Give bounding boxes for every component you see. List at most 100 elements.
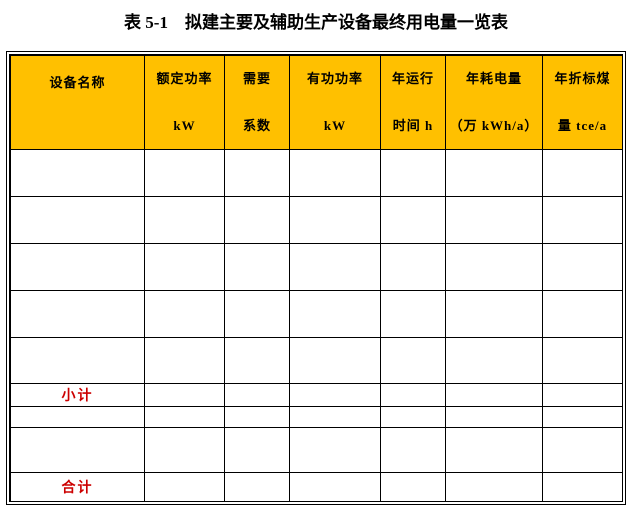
table-cell — [542, 243, 623, 291]
header-row: 设备名称 额定功率 kW 需要系数 有功功率 kW 年运行 时间 h 年耗电量 （万 kWh/a）… — [10, 55, 623, 150]
table-cell — [289, 406, 381, 428]
header-label-rated-power: 额定功率 kW — [146, 57, 224, 149]
table-cell — [224, 243, 290, 291]
table-cell — [445, 383, 543, 407]
table-cell — [144, 243, 225, 291]
table-cell — [445, 406, 543, 428]
table-cell — [144, 472, 225, 502]
header-label-line: 有功功率 — [306, 71, 363, 87]
table-cell — [380, 196, 446, 244]
table-cell — [380, 149, 446, 197]
table-cell — [144, 427, 225, 473]
header-label-line: 年耗电量 — [465, 71, 522, 87]
table-cell — [224, 406, 290, 428]
table-row — [10, 290, 623, 338]
table-cell — [542, 290, 623, 338]
header-label-annual-consumption: 年耗电量 （万 kWh/a） — [447, 57, 542, 149]
table-cell — [380, 406, 446, 428]
table-cell — [542, 196, 623, 244]
header-cell-annual-consumption: 年耗电量 （万 kWh/a） — [445, 55, 543, 150]
table-cell — [144, 196, 225, 244]
header-label-line: kW — [323, 117, 347, 133]
table-cell — [224, 290, 290, 338]
table-row — [10, 149, 623, 197]
device-name-cell — [10, 290, 145, 338]
table-cell — [289, 149, 381, 197]
device-name-cell — [10, 149, 145, 197]
header-label-line: 年折标煤 — [554, 71, 611, 87]
table-cell — [445, 290, 543, 338]
table-cell — [224, 149, 290, 197]
subtotal-row: 小计 — [10, 383, 623, 407]
header-label-line: （万 kWh/a） — [449, 117, 539, 133]
header-cell-device-name: 设备名称 — [10, 55, 145, 150]
table-cell — [445, 196, 543, 244]
table-cell — [224, 196, 290, 244]
header-cell-rated-power: 额定功率 kW — [144, 55, 225, 150]
table-cell — [380, 427, 446, 473]
table-row — [10, 427, 623, 473]
table-cell — [289, 243, 381, 291]
table-cell — [224, 427, 290, 473]
table-cell — [445, 337, 543, 384]
header-cell-annual-coal-equiv: 年折标煤量 tce/a — [542, 55, 623, 150]
table-cell — [144, 149, 225, 197]
total-row: 合计 — [10, 472, 623, 502]
table-cell — [380, 290, 446, 338]
device-name-cell — [10, 196, 145, 244]
total-label: 合计 — [10, 472, 145, 502]
header-label-annual-coal-equiv: 年折标煤量 tce/a — [544, 57, 622, 149]
device-name-cell — [10, 406, 145, 428]
table-cell — [542, 337, 623, 384]
table-cell — [144, 290, 225, 338]
table-cell — [542, 406, 623, 428]
header-label-line: 量 tce/a — [557, 117, 608, 133]
header-label-line: 时间 h — [392, 117, 434, 133]
table-cell — [289, 383, 381, 407]
table-cell — [380, 383, 446, 407]
subtotal-label: 小计 — [10, 383, 145, 407]
table-row — [10, 196, 623, 244]
header-label-line: 系数 — [242, 117, 271, 133]
table-row — [10, 337, 623, 384]
table-cell — [542, 472, 623, 502]
header-cell-annual-run-time: 年运行 时间 h — [380, 55, 446, 150]
header-cell-active-power: 有功功率 kW — [289, 55, 381, 150]
table-cell — [289, 290, 381, 338]
table-cell — [542, 427, 623, 473]
table-cell — [289, 472, 381, 502]
table-cell — [224, 472, 290, 502]
header-label-line: 额定功率 — [156, 71, 213, 87]
table-cell — [380, 337, 446, 384]
power-table: 设备名称 额定功率 kW 需要系数 有功功率 kW 年运行 时间 h 年耗电量 （万 kWh/a）… — [10, 55, 623, 502]
table-cell — [289, 337, 381, 384]
header-label-active-power: 有功功率 kW — [291, 57, 380, 149]
table-cell — [445, 243, 543, 291]
header-label-line: 设备名称 — [49, 74, 106, 90]
device-name-cell — [10, 243, 145, 291]
page-title: 表 5-1 拟建主要及辅助生产设备最终用电量一览表 — [124, 13, 508, 32]
table-cell — [445, 472, 543, 502]
header-label-line: kW — [173, 117, 196, 133]
header-label-line: 需要 — [242, 71, 271, 87]
header-label-device-name: 设备名称 — [12, 57, 144, 149]
table-cell — [380, 243, 446, 291]
table-cell — [144, 383, 225, 407]
table-cell — [542, 149, 623, 197]
header-label-annual-run-time: 年运行 时间 h — [382, 57, 445, 149]
header-label-demand-factor: 需要 系数 — [226, 57, 289, 149]
table-cell — [224, 337, 290, 384]
table-cell — [380, 472, 446, 502]
power-table-wrapper: 设备名称 额定功率 kW 需要系数 有功功率 kW 年运行 时间 h 年耗电量 （万 kWh/a）… — [6, 51, 626, 505]
table-cell — [144, 406, 225, 428]
device-name-cell — [10, 337, 145, 384]
table-cell — [224, 383, 290, 407]
table-cell — [144, 337, 225, 384]
table-cell — [289, 427, 381, 473]
table-cell — [542, 383, 623, 407]
header-cell-demand-factor: 需要 系数 — [224, 55, 290, 150]
table-cell — [445, 427, 543, 473]
table-row — [10, 406, 623, 428]
table-cell — [445, 149, 543, 197]
device-name-cell — [10, 427, 145, 473]
